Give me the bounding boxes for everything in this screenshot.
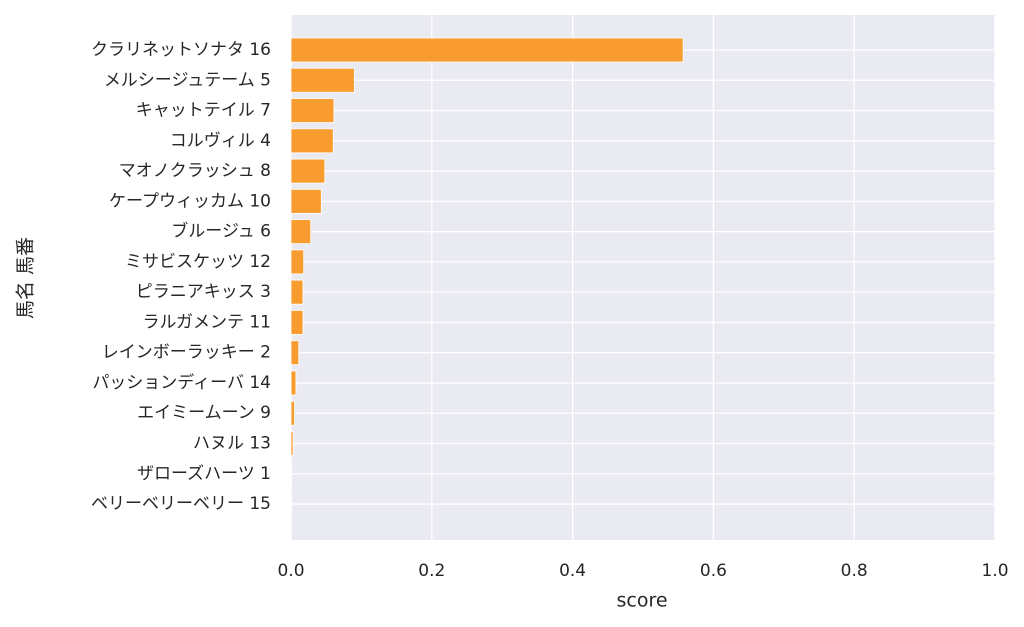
bar xyxy=(290,340,300,366)
y-tick-label: ピラニアキッス 3 xyxy=(136,282,271,302)
y-tick-label: メルシージュテーム 5 xyxy=(104,70,271,90)
y-tick-label: ミサビスケッツ 12 xyxy=(125,252,271,272)
x-tick-label: 0.2 xyxy=(418,561,445,581)
bar xyxy=(290,249,305,275)
y-tick-label: ベリーベリーベリー 15 xyxy=(91,494,271,514)
x-tick-label: 0.0 xyxy=(277,561,304,581)
bar xyxy=(290,400,295,426)
x-tick-label: 0.4 xyxy=(559,561,586,581)
y-tick-label: キャットテイル 7 xyxy=(136,101,271,121)
bar xyxy=(290,37,684,63)
x-tick-label: 0.8 xyxy=(841,561,868,581)
y-tick-label: マオノクラッシュ 8 xyxy=(119,161,271,181)
bar xyxy=(290,370,297,396)
y-tick-label: ザローズハーツ 1 xyxy=(137,464,271,484)
y-tick-label: レインボーラッキー 2 xyxy=(102,343,271,363)
y-tick-label: コルヴィル 4 xyxy=(170,131,271,151)
bar xyxy=(290,158,326,184)
bar xyxy=(290,98,335,123)
y-axis-label: 馬名 馬番 xyxy=(15,237,37,319)
bar xyxy=(290,219,312,245)
x-tick-label: 0.6 xyxy=(700,561,727,581)
y-tick-label: クラリネットソナタ 16 xyxy=(91,40,271,60)
y-tick-label: ケープウィッカム 10 xyxy=(109,191,271,211)
y-tick-label: ブルージュ 6 xyxy=(171,221,271,242)
bar xyxy=(290,128,334,154)
y-tick-label: ラルガメンテ 11 xyxy=(142,312,271,332)
x-axis-label: score xyxy=(616,590,667,612)
bar xyxy=(290,188,322,214)
bar xyxy=(290,461,293,487)
bar xyxy=(290,431,294,456)
y-tick-label: パッションディーバ 14 xyxy=(92,372,271,393)
plot-area xyxy=(291,15,995,540)
x-tick-label: 1.0 xyxy=(981,561,1008,581)
bar xyxy=(290,310,304,335)
y-tick-label: エイミームーン 9 xyxy=(137,403,271,423)
y-tick-label: ハヌル 13 xyxy=(193,434,271,454)
bar xyxy=(290,67,355,93)
bar xyxy=(290,279,304,305)
